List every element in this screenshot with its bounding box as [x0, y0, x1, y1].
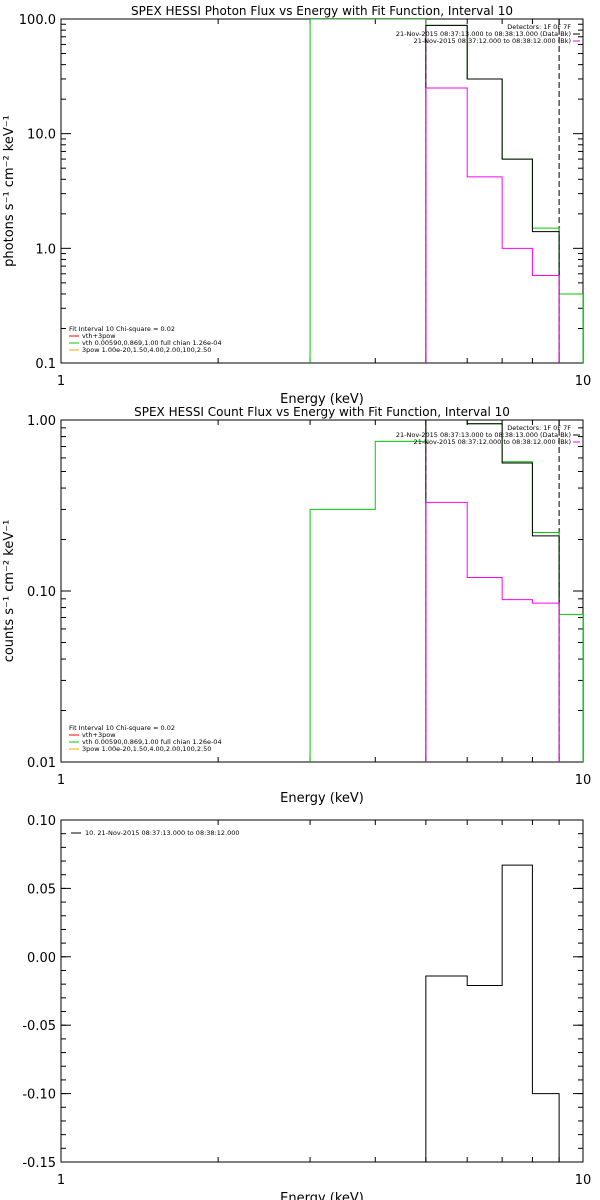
x-tick-label: 1 [57, 773, 65, 788]
chart-panel-1: 1 10 0.1 1.0 10.0 100.0 SPEX HESSI Photon Flux… [2, 4, 591, 407]
chart-title: SPEX HESSI Count Flux vs Energy with Fit… [134, 405, 510, 419]
y-tick-label: 0.10 [27, 585, 56, 600]
chart-panel-3: 1 10 -0.15 -0.10 -0.05 0.00 0.05 0.10 Energy (ke… [22, 814, 591, 1200]
x-axis-label: Energy (keV) [280, 791, 364, 806]
series-line-1 [309, 420, 583, 762]
y-tick-label: 0.1 [35, 357, 56, 372]
legend-text: 3pow 1.00e-20,1.50,4.00,2.00,100,2.50 [82, 745, 211, 753]
legend-text: vth+3pow [82, 332, 116, 340]
y-tick-label: 0.01 [27, 756, 56, 771]
x-axis-label: Energy (keV) [280, 392, 364, 407]
legend-text: Detectors: 1F 0F 7F [507, 23, 571, 31]
y-tick-label: 0.00 [27, 951, 56, 966]
legend-text: 21-Nov-2015 08:37:12.000 to 08:38:12.000… [414, 438, 571, 446]
x-tick-label: 10 [575, 773, 592, 788]
series-line-2 [425, 24, 560, 363]
legend-text: vth 0.00590,0.869,1.00 full chian 1.26e-… [82, 339, 222, 347]
series-group [425, 864, 560, 1162]
y-tick-label: -0.05 [22, 1019, 56, 1034]
series-line-3 [425, 87, 560, 363]
legend-text: 21-Nov-2015 08:37:13.000 to 08:38:13.000… [396, 30, 571, 38]
x-tick-label: 10 [575, 1173, 592, 1188]
series-line-1 [309, 19, 583, 363]
series-group [309, 420, 583, 762]
legend-text: 21-Nov-2015 08:37:13.000 to 08:38:13.000… [396, 431, 571, 439]
y-axis-label: photons s⁻¹ cm⁻² keV⁻¹ [2, 115, 17, 267]
plot-frame [60, 18, 584, 364]
legend-text: Fit Interval 10 Chi-square = 0.02 [69, 724, 175, 732]
y-tick-label: 1.00 [27, 414, 56, 429]
y-axis-label: counts s⁻¹ cm⁻² keV⁻¹ [2, 520, 17, 663]
x-axis-label: Energy (keV) [280, 1191, 364, 1200]
y-tick-label: -0.10 [22, 1088, 56, 1103]
x-tick-label: 1 [57, 374, 65, 389]
legend-text: vth 0.00590,0.869,1.00 full chian 1.26e-… [82, 738, 222, 746]
y-tick-label: -0.15 [22, 1156, 56, 1171]
legend-text: 21-Nov-2015 08:37:12.000 to 08:38:12.000… [414, 37, 571, 45]
chart-panel-2: 1 10 0.01 0.10 1.00 SPEX HESSI Count Flux vs … [2, 405, 591, 806]
series-line-3 [425, 501, 560, 762]
y-tick-label: 100.0 [19, 13, 56, 28]
legend-text: Detectors: 1F 0F 7F [507, 424, 571, 432]
legend-text: Fit Interval 10 Chi-square = 0.02 [69, 325, 175, 333]
series-line-2 [425, 420, 560, 762]
x-tick-label: 10 [575, 374, 592, 389]
y-tick-label: 1.0 [35, 242, 56, 257]
legend-text: 10. 21-Nov-2015 08:37:13.000 to 08:38:12… [85, 829, 239, 837]
series-line-1 [425, 864, 560, 1162]
legend-text: 3pow 1.00e-20,1.50,4.00,2.00,100,2.50 [82, 346, 211, 354]
legend-text: vth+3pow [82, 731, 116, 739]
plot-frame [60, 819, 584, 1163]
y-tick-label: 0.05 [27, 882, 56, 897]
x-tick-label: 1 [57, 1173, 65, 1188]
y-tick-label: 10.0 [27, 128, 56, 143]
y-tick-label: 0.10 [27, 814, 56, 829]
plot-frame [60, 419, 584, 763]
series-group [309, 19, 583, 363]
chart-title: SPEX HESSI Photon Flux vs Energy with Fi… [131, 4, 513, 18]
